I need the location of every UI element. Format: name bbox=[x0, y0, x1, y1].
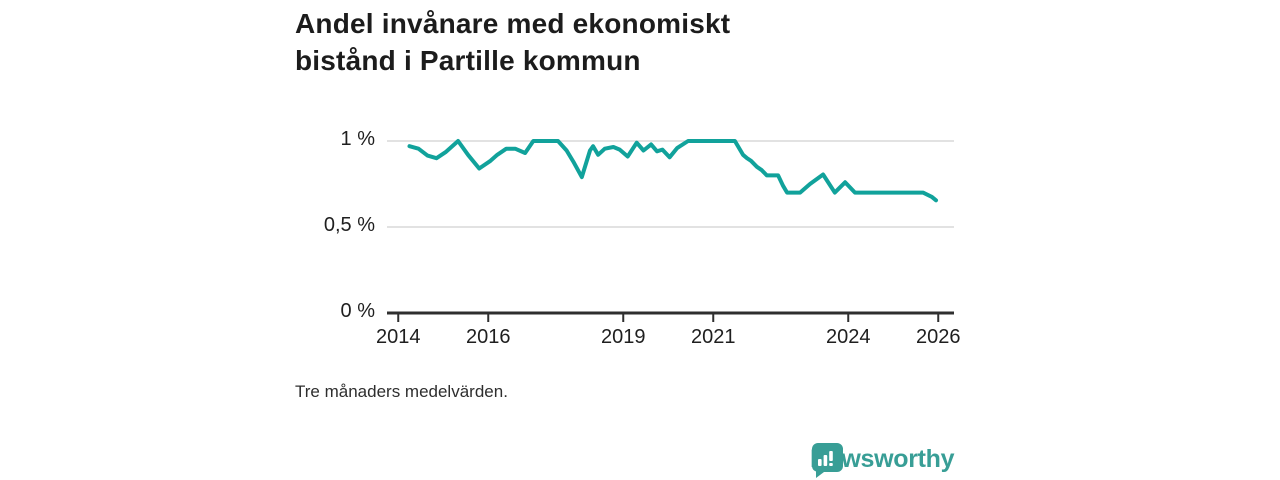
y-tick-label: 1 % bbox=[340, 128, 375, 150]
x-tick-label: 2016 bbox=[466, 326, 511, 348]
x-tick-label: 2026 bbox=[916, 326, 961, 348]
x-tick-label: 2019 bbox=[601, 326, 646, 348]
y-tick-label: 0,5 % bbox=[323, 214, 375, 236]
data-line bbox=[407, 139, 938, 203]
brand-logo: Newsworthy bbox=[810, 442, 955, 478]
bar-chart-speech-bubble-icon bbox=[812, 443, 843, 478]
chart-title: Andel invånare med ekonomiskt bistånd i … bbox=[295, 8, 731, 76]
x-tick-label: 2024 bbox=[826, 326, 871, 348]
y-tick-label: 0 % bbox=[340, 300, 375, 322]
x-tick-label: 2021 bbox=[691, 326, 736, 348]
x-tick-label: 2014 bbox=[376, 326, 421, 348]
chart-footnote: Tre månaders medelvärden. bbox=[295, 382, 508, 401]
